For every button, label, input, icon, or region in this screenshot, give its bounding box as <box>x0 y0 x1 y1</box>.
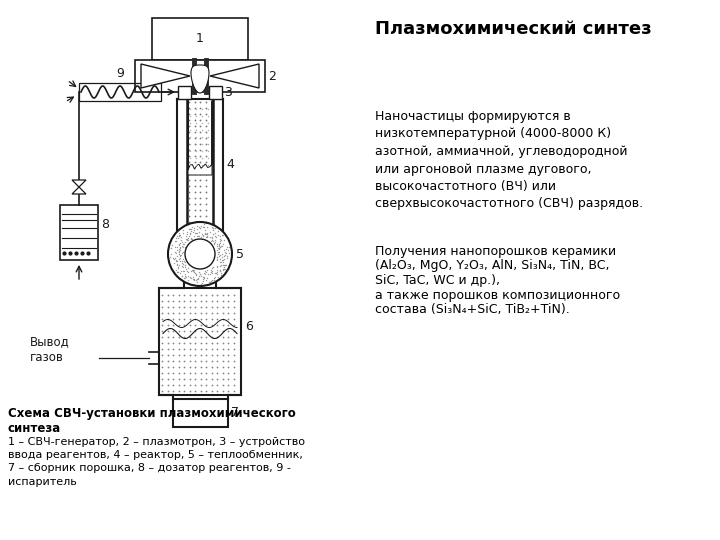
Text: 1 – СВЧ-генератор, 2 – плазмотрон, 3 – устройство
ввода реагентов, 4 – реактор, : 1 – СВЧ-генератор, 2 – плазмотрон, 3 – у… <box>8 437 305 487</box>
Polygon shape <box>191 65 209 93</box>
Text: 9: 9 <box>116 67 124 80</box>
Polygon shape <box>178 85 191 98</box>
Polygon shape <box>210 64 259 88</box>
Text: 7: 7 <box>232 407 240 420</box>
Polygon shape <box>60 205 98 260</box>
Text: состава (Si₃N₄+SiC, TiB₂+TiN).: состава (Si₃N₄+SiC, TiB₂+TiN). <box>375 303 570 316</box>
Text: 1: 1 <box>196 32 204 45</box>
Polygon shape <box>135 60 265 92</box>
Text: Плазмохимический синтез: Плазмохимический синтез <box>375 20 652 38</box>
Text: Получения нанопорошков керамики: Получения нанопорошков керамики <box>375 245 616 258</box>
Polygon shape <box>72 187 86 194</box>
Text: Наночастицы формируются в
низкотемпературной (4000-8000 К)
азотной, аммиачной, у: Наночастицы формируются в низкотемперату… <box>375 110 643 211</box>
Text: 4: 4 <box>226 158 234 171</box>
Polygon shape <box>159 288 241 395</box>
Circle shape <box>185 239 215 269</box>
Text: Вывод
газов: Вывод газов <box>30 335 70 363</box>
Text: 5: 5 <box>236 247 244 260</box>
Text: 8: 8 <box>101 218 109 231</box>
Text: (Al₂O₃, MgO, Y₂O₃, AlN, Si₃N₄, TiN, BC,: (Al₂O₃, MgO, Y₂O₃, AlN, Si₃N₄, TiN, BC, <box>375 260 610 273</box>
Text: а также порошков композиционного: а также порошков композиционного <box>375 288 620 301</box>
Circle shape <box>168 222 232 286</box>
Polygon shape <box>152 18 248 60</box>
Text: 6: 6 <box>245 320 253 333</box>
Text: Схема СВЧ-установки плазмохимического
синтеза: Схема СВЧ-установки плазмохимического си… <box>8 407 296 435</box>
Polygon shape <box>173 399 228 427</box>
Text: 3: 3 <box>224 85 232 98</box>
Polygon shape <box>141 64 190 88</box>
Polygon shape <box>72 180 86 187</box>
Text: 2: 2 <box>268 70 276 83</box>
Polygon shape <box>209 85 222 98</box>
Text: SiC, TaC, WC и др.),: SiC, TaC, WC и др.), <box>375 274 500 287</box>
Polygon shape <box>188 100 212 175</box>
